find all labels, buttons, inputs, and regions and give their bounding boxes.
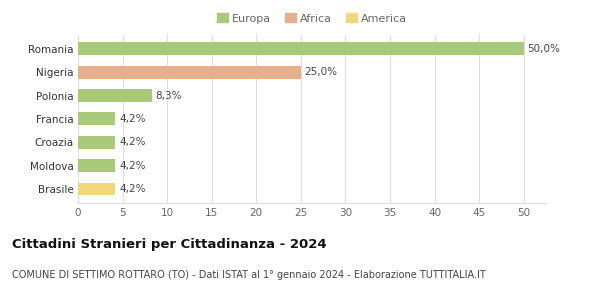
Bar	[78, 66, 301, 79]
Text: 50,0%: 50,0%	[527, 44, 560, 54]
Bar	[78, 136, 115, 149]
Bar	[78, 89, 152, 102]
Bar	[78, 113, 115, 125]
Bar	[78, 42, 524, 55]
Legend: Europa, Africa, America: Europa, Africa, America	[214, 11, 410, 26]
Bar	[78, 159, 115, 172]
Text: 4,2%: 4,2%	[119, 184, 146, 194]
Text: 4,2%: 4,2%	[119, 161, 146, 171]
Text: COMUNE DI SETTIMO ROTTARO (TO) - Dati ISTAT al 1° gennaio 2024 - Elaborazione TU: COMUNE DI SETTIMO ROTTARO (TO) - Dati IS…	[12, 270, 486, 280]
Text: 4,2%: 4,2%	[119, 114, 146, 124]
Text: 8,3%: 8,3%	[155, 90, 182, 101]
Text: 25,0%: 25,0%	[304, 67, 337, 77]
Bar	[78, 182, 115, 195]
Text: Cittadini Stranieri per Cittadinanza - 2024: Cittadini Stranieri per Cittadinanza - 2…	[12, 238, 326, 251]
Text: 4,2%: 4,2%	[119, 137, 146, 147]
